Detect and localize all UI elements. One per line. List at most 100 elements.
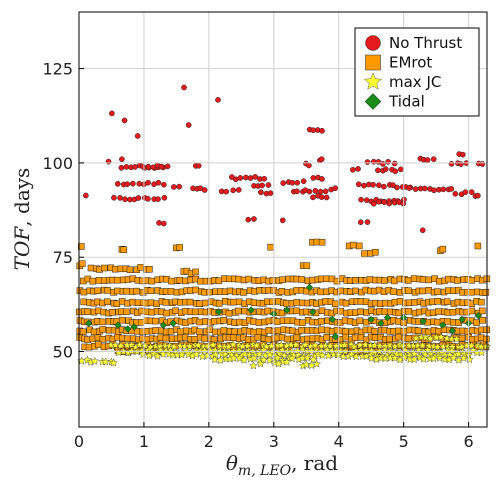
emrot-point xyxy=(356,317,363,325)
emrot-point xyxy=(99,336,107,343)
no-thrust-point xyxy=(310,194,316,201)
no-thrust-point xyxy=(145,179,151,186)
legend-label-no-thrust: No Thrust xyxy=(389,34,462,52)
emrot-point xyxy=(104,298,111,305)
emrot-point xyxy=(405,335,413,342)
no-thrust-point xyxy=(145,195,151,202)
emrot-point xyxy=(192,268,199,276)
emrot-point xyxy=(225,309,233,317)
no-thrust-point xyxy=(267,190,274,196)
emrot-point xyxy=(221,275,228,282)
emrot-point xyxy=(78,260,86,267)
emrot-point xyxy=(113,276,121,284)
emrot-point xyxy=(318,238,326,246)
x-tick-label: 4 xyxy=(334,432,344,451)
emrot-point xyxy=(94,307,102,315)
no-thrust-point xyxy=(322,188,329,195)
emrot-point xyxy=(357,308,364,315)
no-thrust-point xyxy=(145,163,152,170)
no-thrust-point xyxy=(161,194,168,201)
y-axis-label: TOF, days xyxy=(10,168,34,271)
no-thrust-point xyxy=(158,163,165,170)
max-jc-point xyxy=(308,355,318,364)
emrot-point xyxy=(176,244,183,251)
emrot-point xyxy=(146,266,153,273)
no-thrust-point xyxy=(318,156,325,163)
tidal-point xyxy=(169,319,177,328)
emrot-point xyxy=(133,287,140,295)
emrot-point xyxy=(111,265,119,273)
series-max-jc xyxy=(77,332,491,370)
no-thrust-point xyxy=(381,199,388,206)
max-jc-point xyxy=(259,355,268,364)
no-thrust-point xyxy=(370,158,377,165)
no-thrust-point xyxy=(259,182,265,189)
emrot-point xyxy=(148,277,155,285)
no-thrust-point xyxy=(391,160,398,167)
emrot-point xyxy=(395,333,403,341)
no-thrust-point xyxy=(312,188,319,194)
emrot-point xyxy=(264,307,271,315)
emrot-point xyxy=(317,288,325,296)
no-thrust-point xyxy=(361,182,367,189)
no-thrust-point xyxy=(123,164,130,170)
no-thrust-point xyxy=(357,219,364,226)
max-jc-point xyxy=(361,340,370,349)
no-thrust-point xyxy=(251,216,257,222)
emrot-point xyxy=(215,277,223,285)
max-jc-point xyxy=(90,356,100,365)
max-jc-point xyxy=(454,355,464,364)
tidal-point xyxy=(331,332,340,341)
emrot-point xyxy=(123,308,130,316)
emrot-point xyxy=(289,327,296,335)
emrot-point xyxy=(192,286,199,294)
max-jc-point xyxy=(417,332,426,341)
emrot-point xyxy=(250,318,257,325)
emrot-point xyxy=(162,334,170,342)
emrot-point xyxy=(298,299,306,307)
no-thrust-point xyxy=(370,181,376,188)
emrot-point xyxy=(435,308,442,315)
emrot-point xyxy=(483,335,490,343)
emrot-point xyxy=(95,341,102,348)
max-jc-point xyxy=(442,333,452,343)
tidal-point xyxy=(123,325,132,333)
no-thrust-point xyxy=(319,127,325,134)
legend-marker-max-jc xyxy=(363,72,383,90)
emrot-point xyxy=(152,327,160,334)
max-jc-point xyxy=(436,332,446,341)
no-thrust-point xyxy=(306,162,312,169)
no-thrust-point xyxy=(364,159,371,165)
no-thrust-point xyxy=(185,122,192,128)
no-thrust-point xyxy=(376,182,382,189)
legend-label-emrot: EMrot xyxy=(389,54,432,72)
no-thrust-point xyxy=(230,187,237,194)
emrot-point xyxy=(434,298,442,305)
emrot-point xyxy=(274,318,281,325)
max-jc-point xyxy=(440,354,450,363)
emrot-point xyxy=(410,275,418,282)
emrot-point xyxy=(279,276,286,283)
emrot-point xyxy=(201,335,208,342)
tidal-point xyxy=(305,283,314,292)
emrot-point xyxy=(137,319,145,326)
emrot-point xyxy=(147,299,155,306)
no-thrust-point xyxy=(392,168,399,175)
emrot-point xyxy=(293,307,300,315)
no-thrust-point xyxy=(161,181,167,188)
no-thrust-point xyxy=(105,158,112,165)
no-thrust-point xyxy=(121,117,128,124)
no-thrust-point xyxy=(245,216,252,223)
emrot-point xyxy=(84,308,91,315)
no-thrust-point xyxy=(280,180,287,186)
no-thrust-point xyxy=(235,187,242,193)
y-tick-label: 100 xyxy=(42,154,73,173)
max-jc-point xyxy=(135,340,144,349)
max-jc-point xyxy=(282,357,292,366)
emrot-point xyxy=(419,287,427,295)
max-jc-point xyxy=(220,350,230,359)
emrot-point xyxy=(210,317,218,325)
no-thrust-point xyxy=(355,166,361,172)
